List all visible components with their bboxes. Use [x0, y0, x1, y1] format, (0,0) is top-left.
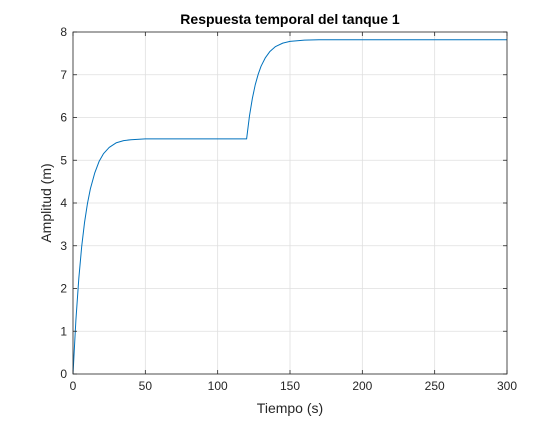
- series-line-1: [72, 39, 507, 375]
- y-tick-label: 5: [60, 153, 67, 167]
- y-tick-label: 7: [60, 68, 67, 82]
- x-tick-label: 50: [139, 379, 153, 393]
- x-tick-label: 300: [497, 379, 517, 393]
- chart-title: Respuesta temporal del tanque 1: [180, 11, 400, 27]
- y-tick-label: 6: [60, 111, 67, 125]
- y-tick-label: 0: [60, 367, 67, 381]
- x-tick-label: 250: [425, 379, 445, 393]
- y-tick-label: 3: [60, 239, 67, 253]
- x-tick-label: 0: [70, 379, 77, 393]
- ticks: [72, 31, 508, 375]
- series-group: [72, 39, 507, 375]
- y-tick-labels: 0 1 2 3 4 5 6 7 8: [60, 25, 67, 381]
- y-tick-label: 8: [60, 25, 67, 39]
- y-tick-label: 1: [60, 324, 67, 338]
- y-tick-label: 2: [60, 282, 67, 296]
- x-axis-label: Tiempo (s): [257, 400, 323, 416]
- x-tick-labels: 0 50 100 150 200 250 300: [70, 379, 518, 393]
- y-tick-label: 4: [60, 196, 67, 210]
- x-tick-label: 100: [208, 379, 228, 393]
- x-tick-label: 200: [352, 379, 372, 393]
- x-tick-label: 150: [280, 379, 300, 393]
- y-axis-label: Amplitud (m): [38, 163, 54, 242]
